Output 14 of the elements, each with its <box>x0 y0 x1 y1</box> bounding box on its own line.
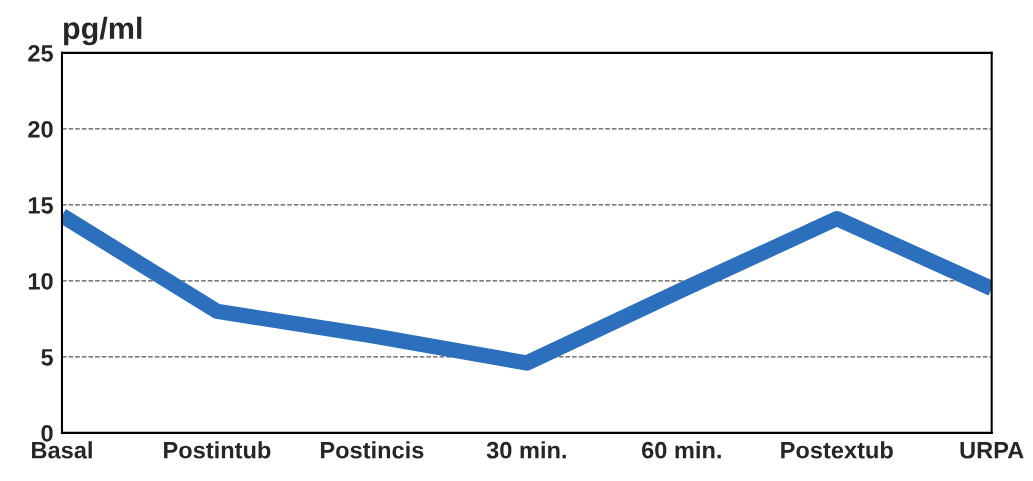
y-tick-label: 5 <box>41 349 53 366</box>
y-tick-label: 10 <box>28 272 53 290</box>
x-tick-label: 60 min. <box>641 441 721 459</box>
x-tick-label: 30 min. <box>486 441 566 459</box>
x-tick-label: Postincis <box>320 441 424 459</box>
y-axis-title: pg/ml <box>63 16 142 46</box>
y-tick-label: 0 <box>41 424 53 442</box>
y-tick-label: 25 <box>28 44 53 62</box>
y-tick-label: 15 <box>28 197 53 214</box>
x-tick-label: Postextub <box>781 441 893 459</box>
x-tick-label: Basal <box>32 441 92 459</box>
x-tick-label: URPA <box>960 442 1024 459</box>
x-tick-label: Postintub <box>164 441 271 459</box>
y-tick-label: 20 <box>28 120 53 138</box>
